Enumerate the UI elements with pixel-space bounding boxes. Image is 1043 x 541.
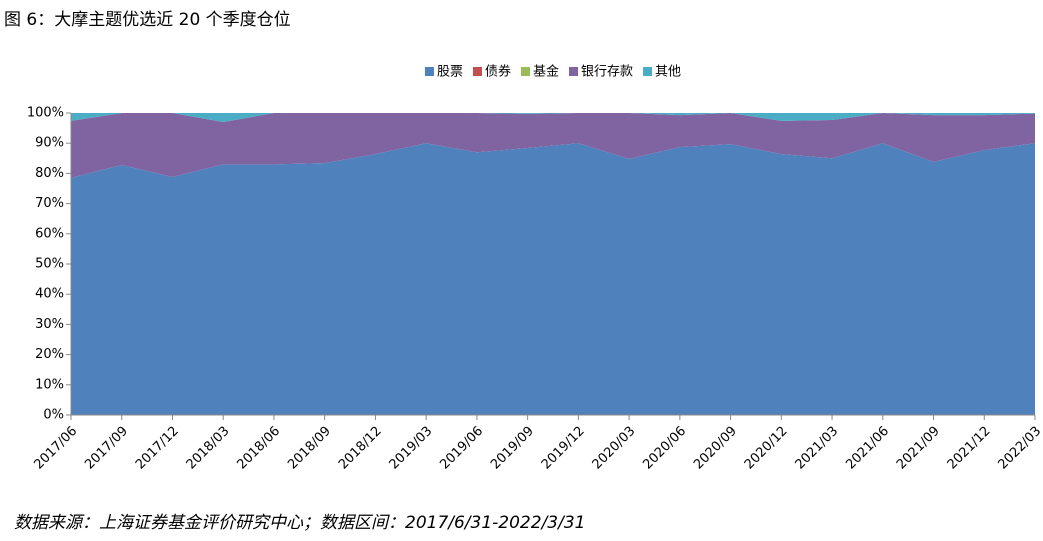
x-tick-label: 2021/12	[945, 424, 994, 473]
y-tick-label: 0%	[43, 408, 64, 423]
x-tick-label: 2018/12	[336, 424, 385, 473]
x-tick-label: 2020/03	[590, 424, 639, 473]
y-tick-label: 10%	[35, 377, 64, 392]
x-tick-label: 2020/06	[640, 424, 689, 473]
x-tick-label: 2017/06	[32, 424, 81, 473]
x-tick-label: 2022/03	[996, 424, 1043, 473]
y-tick-label: 70%	[35, 196, 64, 211]
y-tick-label: 40%	[35, 287, 64, 302]
legend-label: 债券	[485, 64, 511, 80]
x-tick-label: 2020/12	[742, 424, 791, 473]
x-tick-label: 2017/12	[133, 424, 182, 473]
y-tick-label: 80%	[35, 166, 64, 181]
area	[71, 113, 1035, 123]
x-tick-label: 2019/06	[437, 424, 486, 473]
y-tick-label: 20%	[35, 347, 64, 362]
legend-swatch	[520, 67, 530, 76]
x-tick-label: 2019/12	[539, 424, 588, 473]
y-tick-label: 60%	[35, 226, 64, 241]
legend-swatch	[424, 67, 434, 76]
x-tick-label: 2019/03	[387, 424, 436, 473]
x-tick-label: 2021/03	[793, 424, 842, 473]
x-tick-label: 2017/09	[82, 424, 131, 473]
legend-swatch	[472, 67, 482, 76]
legend-label: 银行存款	[581, 65, 633, 80]
x-tick-label: 2021/09	[894, 424, 943, 473]
x-tick-label: 2019/09	[488, 424, 537, 473]
footnote: 数据来源：上海证券基金评价研究中心；数据区间：2017/6/31-2022/3/…	[14, 513, 585, 533]
x-tick-label: 2018/09	[285, 424, 334, 473]
x-tick-label: 2021/06	[843, 424, 892, 473]
y-tick-label: 30%	[35, 317, 64, 332]
area	[71, 113, 1035, 178]
x-tick-label: 2018/06	[234, 424, 283, 473]
legend-label: 基金	[533, 64, 559, 80]
y-tick-label: 90%	[35, 136, 64, 151]
area	[71, 143, 1035, 415]
x-tick-label: 2020/09	[691, 424, 740, 473]
legend-swatch	[643, 67, 653, 76]
x-tick-label: 2018/03	[184, 424, 233, 473]
legend: 股票 债券 基金 银行存款 其他	[424, 64, 681, 80]
y-tick-label: 100%	[27, 106, 64, 121]
legend-swatch	[569, 67, 579, 76]
chart-title: 图 6：大摩主题优选近 20 个季度仓位	[4, 10, 291, 30]
legend-label: 股票	[437, 65, 463, 80]
y-tick-label: 50%	[35, 257, 64, 272]
legend-label: 其他	[655, 65, 681, 80]
